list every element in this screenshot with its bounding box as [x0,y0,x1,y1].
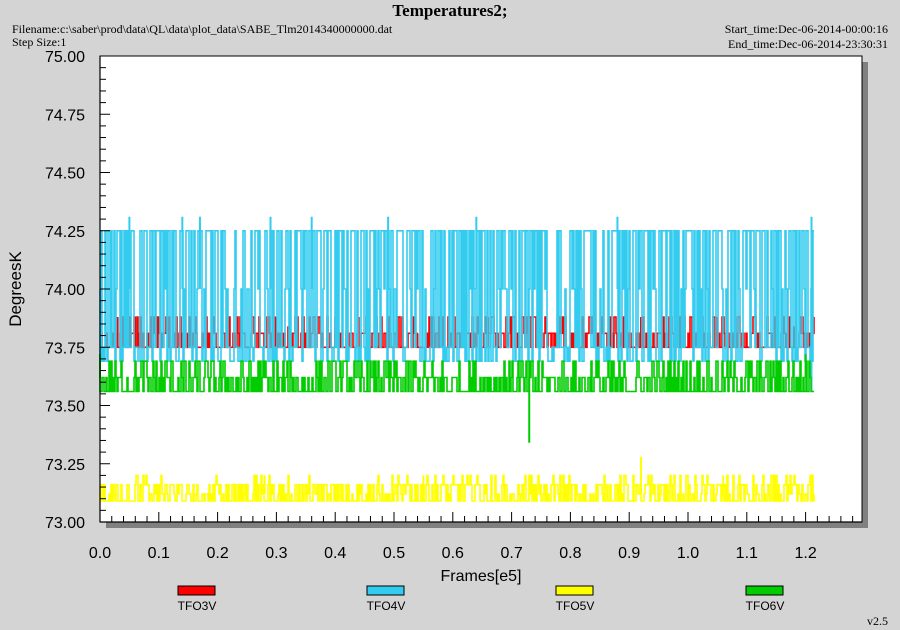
x-tick-label: 0.5 [383,545,405,562]
x-tick-label: 0.4 [324,545,346,562]
step-size-label: Step Size:1 [12,35,67,49]
chart-title: Temperatures2; [392,1,508,20]
axes-layer: 73.00 73.25 73.50 73.75 74.00 74.25 74.50 74.75… [45,49,862,562]
y-tick-label: 74.50 [45,166,85,183]
y-tick-label: 73.75 [45,340,85,357]
x-tick-label: 0.7 [500,545,522,562]
legend: TFO3V TFO4V TFO5V TFO6V [177,585,785,613]
x-axis-label: Frames[e5] [441,568,522,585]
x-tick-label: 0.8 [559,545,581,562]
filename-label: Filename:c:\saber\prod\data\QL\data\plot… [12,22,393,36]
x-tick-label: 1.0 [677,545,699,562]
legend-label-tfo6v: TFO6V [746,599,785,613]
end-time-label: End_time:Dec-06-2014-23:30:31 [728,37,888,51]
series-line-tfo6v [99,360,814,393]
version-label: v2.5 [867,614,888,628]
x-tick-label: 0.1 [148,545,170,562]
x-tick-label: 0.3 [265,545,287,562]
y-axis-label: DegreesK [6,251,25,327]
y-tick-label: 73.25 [45,457,85,474]
y-tick-label: 74.00 [45,282,85,299]
legend-swatch-tfo4v [366,585,405,596]
legend-swatch-tfo5v [555,585,594,596]
y-tick-label: 73.00 [45,515,85,532]
legend-label-tfo5v: TFO5V [556,599,595,613]
y-tick-label: 73.50 [45,399,85,416]
x-tick-label: 0.6 [442,545,464,562]
x-tick-label: 0.9 [618,545,640,562]
x-tick-label: 1.1 [736,545,758,562]
series-layer [99,216,815,502]
legend-swatch-tfo6v [745,585,784,596]
y-tick-label: 74.75 [45,107,85,124]
x-tick-label: 1.2 [794,545,816,562]
y-tick-label: 74.25 [45,224,85,241]
x-tick-label: 0.0 [89,545,111,562]
legend-label-tfo4v: TFO4V [367,599,406,613]
start-time-label: Start_time:Dec-06-2014-00:00:16 [724,22,888,36]
y-tick-label: 75.00 [45,49,85,66]
legend-label-tfo3v: TFO3V [178,599,217,613]
x-tick-label: 0.2 [206,545,228,562]
legend-swatch-tfo3v [177,585,216,596]
series-line-tfo5v [99,474,815,502]
